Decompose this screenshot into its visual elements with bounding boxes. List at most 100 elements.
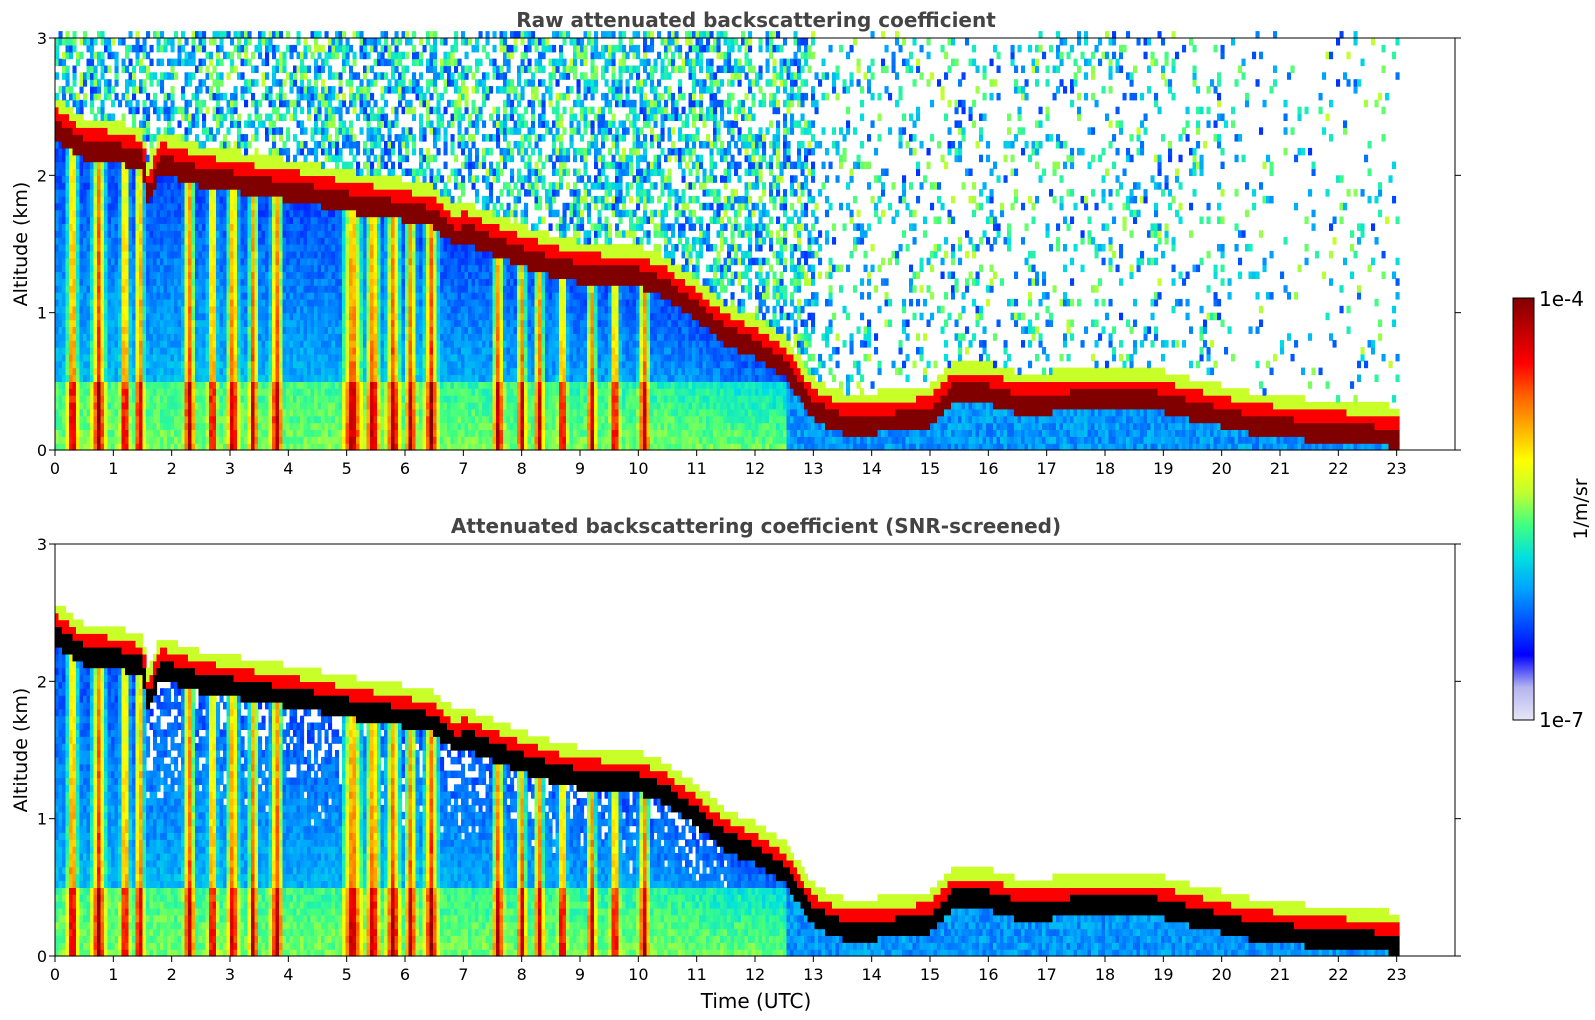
heatmap-cell <box>72 312 77 321</box>
heatmap-cell <box>359 285 364 293</box>
heatmap-cell <box>62 141 67 149</box>
heatmap-cell <box>230 175 235 183</box>
heatmap-cell <box>188 161 193 170</box>
heatmap-cell <box>342 353 347 362</box>
heatmap-cell <box>118 298 123 307</box>
heatmap-cell <box>72 305 77 314</box>
heatmap-cell <box>111 374 116 382</box>
heatmap-cell <box>139 189 144 197</box>
heatmap-cell <box>195 168 200 176</box>
heatmap-cell <box>83 244 88 252</box>
heatmap-cell <box>282 401 287 410</box>
heatmap-cell <box>338 244 343 252</box>
heatmap-cell <box>352 395 357 403</box>
heatmap-cell <box>331 381 336 389</box>
heatmap-cell <box>149 257 154 266</box>
heatmap-cell <box>111 127 116 135</box>
heatmap-cell <box>191 422 196 430</box>
heatmap-cell <box>303 347 308 355</box>
heatmap-cell <box>205 388 210 396</box>
heatmap-cell <box>349 360 354 369</box>
heatmap-cell <box>55 51 60 60</box>
heatmap-cell <box>114 298 119 307</box>
heatmap-cell <box>69 422 74 430</box>
heatmap-cell <box>104 202 109 211</box>
heatmap-cell <box>118 257 123 266</box>
heatmap-cell <box>366 230 371 238</box>
heatmap-cell <box>251 271 256 279</box>
heatmap-cell <box>279 285 284 293</box>
heatmap-cell <box>296 120 301 128</box>
heatmap-cell <box>149 415 154 424</box>
heatmap-cell <box>258 244 263 252</box>
heatmap-cell <box>90 44 95 53</box>
heatmap-cell <box>342 250 347 259</box>
heatmap-cell <box>377 202 382 211</box>
heatmap-cell <box>181 429 186 437</box>
heatmap-cell <box>356 31 361 39</box>
heatmap-cell <box>163 401 168 410</box>
heatmap-cell <box>135 182 140 190</box>
heatmap-cell <box>338 340 343 348</box>
heatmap-cell <box>233 141 238 149</box>
heatmap-cell <box>328 182 333 190</box>
heatmap-cell <box>286 127 291 135</box>
heatmap-cell <box>258 395 263 403</box>
heatmap-cell <box>79 72 84 80</box>
heatmap-cell <box>209 278 214 286</box>
heatmap-cell <box>111 292 116 300</box>
heatmap-cell <box>142 257 147 266</box>
heatmap-cell <box>212 216 217 224</box>
heatmap-cell <box>65 408 70 417</box>
heatmap-cell <box>303 86 308 94</box>
heatmap-cell <box>93 422 98 430</box>
heatmap-cell <box>321 367 326 376</box>
heatmap-cell <box>265 250 270 259</box>
heatmap-cell <box>363 106 368 115</box>
heatmap-cell <box>377 360 382 369</box>
heatmap-cell <box>107 367 112 376</box>
heatmap-cell <box>233 388 238 396</box>
heatmap-cell <box>265 319 270 327</box>
heatmap-cell <box>331 436 336 444</box>
heatmap-cell <box>188 230 193 238</box>
heatmap-cell <box>167 250 172 259</box>
heatmap-cell <box>90 360 95 369</box>
heatmap-cell <box>342 443 347 451</box>
heatmap-cell <box>58 147 63 156</box>
heatmap-cell <box>132 415 137 424</box>
heatmap-cell <box>300 72 305 80</box>
heatmap-cell <box>310 333 315 341</box>
heatmap-cell <box>296 195 301 204</box>
heatmap-cell <box>142 353 147 362</box>
heatmap-cell <box>230 374 235 382</box>
heatmap-cell <box>324 264 329 273</box>
heatmap-cell <box>261 264 266 273</box>
heatmap-cell <box>163 230 168 238</box>
heatmap-cell <box>286 408 291 417</box>
heatmap-cell <box>163 92 168 101</box>
heatmap-cell <box>247 401 252 410</box>
heatmap-cell <box>328 360 333 369</box>
heatmap-cell <box>191 319 196 327</box>
heatmap-cell <box>139 422 144 430</box>
heatmap-cell <box>58 264 63 273</box>
heatmap-cell <box>212 168 217 176</box>
heatmap-cell <box>83 195 88 204</box>
heatmap-cell <box>223 257 228 266</box>
heatmap-cell <box>205 285 210 293</box>
heatmap-cell <box>69 175 74 183</box>
heatmap-cell <box>300 237 305 245</box>
heatmap-cell <box>265 401 270 410</box>
heatmap-cell <box>223 312 228 321</box>
heatmap-cell <box>282 340 287 348</box>
heatmap-cell <box>279 429 284 437</box>
heatmap-cell <box>205 312 210 321</box>
heatmap-cell <box>205 395 210 403</box>
heatmap-cell <box>93 429 98 437</box>
heatmap-cell <box>219 38 224 46</box>
heatmap-cell <box>321 58 326 67</box>
heatmap-cell <box>153 333 158 341</box>
heatmap-cell <box>314 141 319 149</box>
heatmap-cell <box>216 319 221 327</box>
